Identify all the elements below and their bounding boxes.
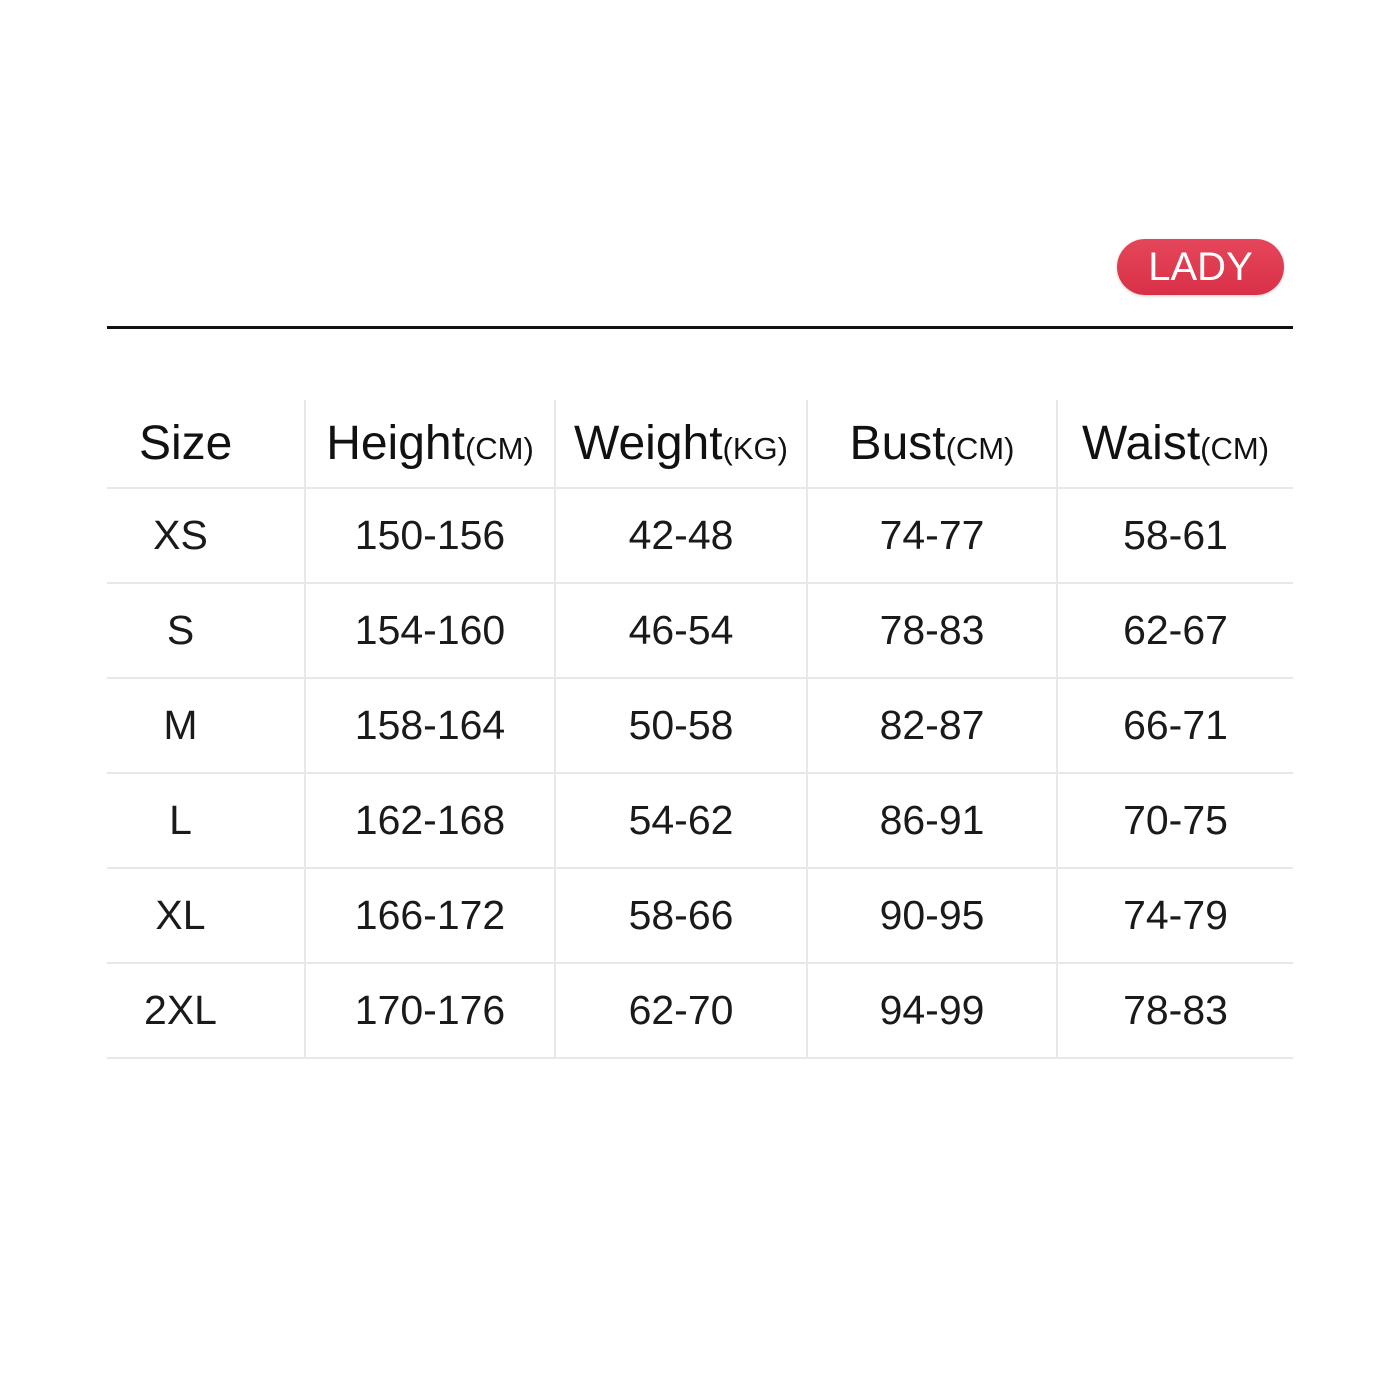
table-row: XS 150-156 42-48 74-77 58-61 (107, 487, 1293, 583)
table-cell: 46-54 (554, 582, 807, 678)
table-cell: 42-48 (554, 487, 807, 583)
column-header-unit: (CM) (1200, 431, 1270, 466)
column-header-size: Size (107, 400, 305, 488)
size-chart-table: Size Height(CM) Weight(KG) Bust(CM) Waist(CM… (107, 400, 1293, 1059)
column-header-unit: (CM) (464, 431, 534, 466)
column-header-waist: Waist(CM) (1056, 400, 1293, 488)
table-row: L 162-168 54-62 86-91 70-75 (107, 772, 1293, 868)
table-row: XL 166-172 58-66 90-95 74-79 (107, 867, 1293, 963)
table-cell: 58-61 (1056, 487, 1293, 583)
table-cell: 150-156 (304, 487, 555, 583)
table-cell: 94-99 (806, 962, 1057, 1059)
table-cell: 82-87 (806, 677, 1057, 773)
column-header-unit: (KG) (722, 431, 788, 466)
table-cell: 90-95 (806, 867, 1057, 963)
column-header-weight: Weight(KG) (554, 400, 807, 488)
lady-badge: LADY (1117, 239, 1284, 295)
column-header-unit: (CM) (945, 431, 1015, 466)
table-cell: 158-164 (304, 677, 555, 773)
table-cell: 78-83 (806, 582, 1057, 678)
table-cell: XL (107, 867, 305, 963)
table-cell: 58-66 (554, 867, 807, 963)
table-cell: 50-58 (554, 677, 807, 773)
table-cell: 162-168 (304, 772, 555, 868)
table-cell: XS (107, 487, 305, 583)
table-cell: 2XL (107, 962, 305, 1059)
table-cell: 74-79 (1056, 867, 1293, 963)
table-cell: 62-67 (1056, 582, 1293, 678)
table-body: XS 150-156 42-48 74-77 58-61 S 154-160 46-54 78-… (107, 487, 1293, 1059)
table-cell: L (107, 772, 305, 868)
table-cell: 86-91 (806, 772, 1057, 868)
column-header-label: Height (326, 417, 465, 470)
column-header-label: Weight (574, 417, 723, 470)
table-row: S 154-160 46-54 78-83 62-67 (107, 582, 1293, 678)
column-header-label: Waist (1081, 417, 1201, 470)
column-header-bust: Bust(CM) (806, 400, 1057, 488)
header-row: Size Height(CM) Weight(KG) Bust(CM) Waist(CM… (107, 400, 1293, 488)
table-cell: 166-172 (304, 867, 555, 963)
table-row: 2XL 170-176 62-70 94-99 78-83 (107, 962, 1293, 1059)
divider-rule (107, 326, 1293, 329)
table-cell: 54-62 (554, 772, 807, 868)
table-cell: 70-75 (1056, 772, 1293, 868)
table-cell: 154-160 (304, 582, 555, 678)
table-row: M 158-164 50-58 82-87 66-71 (107, 677, 1293, 773)
column-header-label: Bust (849, 417, 946, 470)
column-header-height: Height(CM) (304, 400, 555, 488)
table-cell: 66-71 (1056, 677, 1293, 773)
table-cell: 170-176 (304, 962, 555, 1059)
table-cell: 74-77 (806, 487, 1057, 583)
table-cell: 62-70 (554, 962, 807, 1059)
table-cell: M (107, 677, 305, 773)
table-cell: 78-83 (1056, 962, 1293, 1059)
column-header-label: Size (139, 417, 233, 470)
table-cell: S (107, 582, 305, 678)
